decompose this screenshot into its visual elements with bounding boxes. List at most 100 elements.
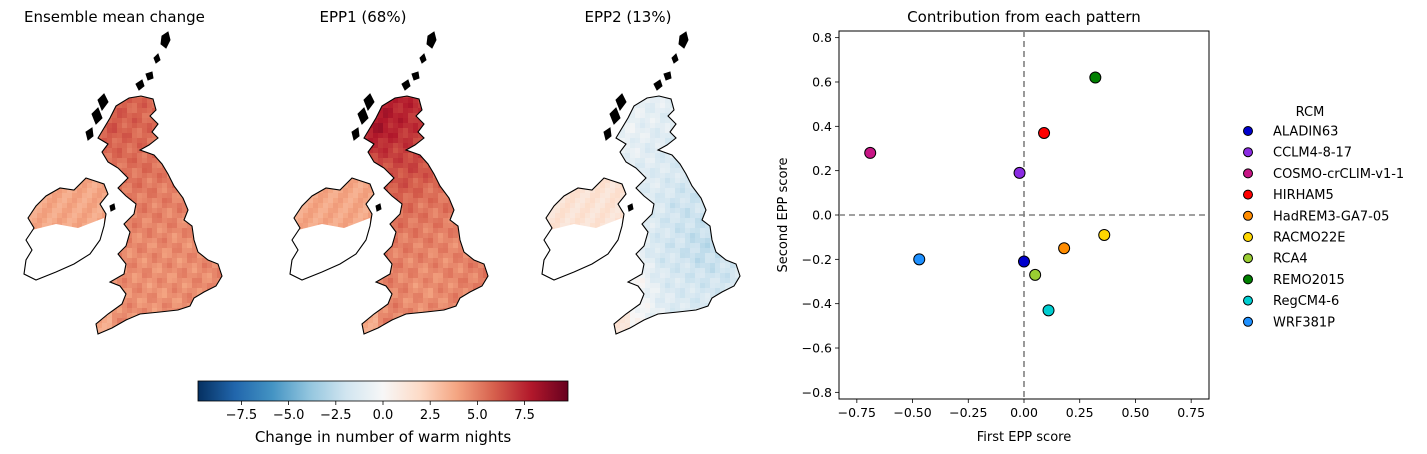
island — [609, 107, 621, 125]
legend-marker — [1243, 168, 1253, 179]
x-tick-label: −0.25 — [949, 405, 987, 420]
y-tick-label: 0.8 — [812, 30, 832, 45]
x-axis-label: First EPP score — [977, 430, 1071, 445]
y-tick-label: −0.6 — [802, 341, 832, 356]
island — [627, 203, 634, 212]
colorbar-tick-label: −5.0 — [273, 408, 305, 423]
island — [85, 127, 94, 141]
island — [145, 71, 154, 81]
x-tick-label: 0.50 — [1122, 405, 1150, 420]
point-wrf381p — [913, 253, 926, 266]
x-tick-label: 0.75 — [1177, 405, 1205, 420]
point-aladin63 — [1018, 255, 1030, 268]
legend-marker — [1243, 147, 1253, 158]
point-cclm4-8-17 — [1013, 166, 1026, 179]
map-title-epp1: EPP1 (68%) — [319, 8, 407, 26]
y-tick-label: −0.2 — [802, 252, 832, 267]
island — [426, 31, 437, 49]
coastline-ireland — [23, 177, 109, 281]
legend-label: WRF381P — [1273, 315, 1335, 330]
legend-marker — [1243, 126, 1253, 136]
island — [653, 79, 663, 91]
island — [160, 31, 171, 49]
scatter-points — [864, 71, 1111, 317]
y-tick-label: −0.8 — [802, 385, 832, 400]
island — [603, 127, 612, 141]
legend-label: RegCM4-6 — [1273, 294, 1339, 309]
coastline-ireland — [541, 177, 627, 281]
map-epp2 — [541, 31, 741, 335]
legend-label: ALADIN63 — [1273, 125, 1338, 140]
legend-marker — [1243, 232, 1253, 242]
point-regcm4-6 — [1042, 304, 1055, 317]
colorbar-label: Change in number of warm nights — [255, 428, 512, 446]
point-cosmo-crclim-v1-1 — [864, 146, 877, 159]
x-tick-label: −0.75 — [838, 405, 876, 420]
point-hirham5 — [1038, 126, 1051, 139]
legend-marker — [1243, 189, 1253, 200]
x-tick-label: −0.50 — [893, 405, 931, 420]
island — [109, 203, 116, 212]
legend-marker — [1243, 295, 1253, 306]
legend-label: HIRHAM5 — [1273, 188, 1334, 203]
y-tick-label: −0.4 — [802, 296, 832, 311]
legend: RCM ALADIN63 CCLM4-8-17 COSMO-crCLIM-v1-1 H… — [1243, 105, 1404, 330]
legend-marker — [1243, 316, 1253, 327]
island — [97, 93, 109, 112]
island — [91, 107, 103, 125]
y-axis-label: Second EPP score — [776, 158, 791, 273]
scatter-axes: −0.75 −0.50 −0.25 0.00 0.25 0.50 0.75 −0.8 −0.6 −… — [802, 30, 1210, 420]
island — [153, 53, 161, 64]
island — [135, 79, 145, 91]
coastline-gb — [613, 95, 741, 335]
colorbar-tick-label: −7.5 — [226, 408, 258, 423]
legend-marker — [1243, 274, 1253, 285]
map-title-mean: Ensemble mean change — [24, 8, 205, 26]
island — [375, 203, 382, 212]
colorbar: −7.5 −5.0 −2.5 0.0 2.5 5.0 7.5 Change in numbe… — [197, 380, 569, 446]
coastline-gb — [361, 95, 489, 335]
map-epp1 — [289, 31, 489, 335]
legend-title: RCM — [1296, 105, 1325, 120]
island — [351, 127, 360, 141]
island — [671, 53, 679, 64]
legend-label: COSMO-crCLIM-v1-1 — [1273, 167, 1404, 182]
island — [411, 71, 420, 81]
island — [615, 93, 627, 112]
island — [678, 31, 689, 49]
map-title-epp2: EPP2 (13%) — [584, 8, 672, 26]
x-tick-label: 0.25 — [1066, 405, 1094, 420]
colorbar-tick-label: 0.0 — [373, 408, 394, 423]
island — [357, 107, 369, 125]
colorbar-tick-label: 7.5 — [514, 408, 535, 423]
island — [401, 79, 411, 91]
point-remo2015 — [1089, 71, 1102, 84]
colorbar-tick-label: 2.5 — [420, 408, 441, 423]
island — [363, 93, 375, 112]
x-tick-label: 0.00 — [1010, 405, 1038, 420]
chart-title: Contribution from each pattern — [907, 8, 1141, 26]
legend-label: CCLM4-8-17 — [1273, 146, 1352, 161]
y-tick-label: 0.4 — [812, 119, 832, 134]
island — [663, 71, 672, 81]
legend-label: RCA4 — [1273, 252, 1308, 267]
legend-label: REMO2015 — [1273, 273, 1345, 288]
point-rca4 — [1029, 268, 1042, 281]
legend-label: RACMO22E — [1273, 231, 1345, 246]
point-hadrem3-ga7-05 — [1058, 242, 1071, 255]
y-tick-label: 0.2 — [812, 163, 832, 178]
legend-marker — [1243, 210, 1253, 221]
point-racmo22e — [1098, 228, 1111, 241]
island — [419, 53, 427, 64]
coastline-ireland — [289, 177, 375, 281]
y-tick-label: 0.6 — [812, 74, 832, 89]
map-ensemble-mean — [23, 31, 223, 335]
y-tick-label: 0.0 — [812, 208, 832, 223]
colorbar-tick-label: −2.5 — [320, 408, 352, 423]
legend-label: HadREM3-GA7-05 — [1273, 209, 1389, 224]
colorbar-tick-label: 5.0 — [467, 408, 488, 423]
legend-marker — [1243, 253, 1253, 264]
coastline-gb — [95, 95, 223, 335]
